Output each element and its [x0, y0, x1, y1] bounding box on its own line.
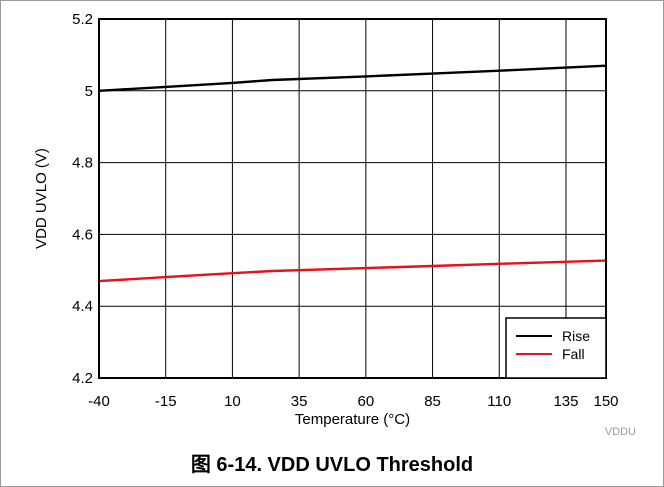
- y-axis-title: VDD UVLO (V): [33, 148, 50, 249]
- legend-label-rise: Rise: [562, 328, 590, 344]
- x-tick-label: 150: [593, 393, 618, 410]
- plot-area-border: [98, 18, 607, 379]
- x-tick-labels: -40 -15 10 35 60 85 110 135 150: [88, 393, 618, 410]
- x-axis-title: Temperature (°C): [295, 411, 410, 428]
- figure-caption: 图 6-14. VDD UVLO Threshold: [190, 454, 474, 476]
- x-tick-label: -40: [88, 393, 110, 410]
- series-line-fall: [98, 259, 607, 283]
- y-tick-label: 5.2: [72, 11, 93, 28]
- legend: Rise Fall: [505, 317, 607, 379]
- series-line-rise: [98, 64, 607, 92]
- figure-id-watermark: VDDU: [605, 426, 636, 438]
- y-tick-label: 4.6: [72, 226, 93, 243]
- legend-label-fall: Fall: [562, 346, 585, 362]
- x-tick-label: 110: [487, 393, 511, 410]
- legend-box: [505, 317, 607, 379]
- y-tick-label: 5: [85, 83, 93, 100]
- x-tick-label: 10: [224, 393, 241, 410]
- y-tick-label: 4.2: [72, 370, 93, 387]
- x-tick-label: 35: [291, 393, 308, 410]
- y-tick-labels: 4.2 4.4 4.6 4.8 5 5.2: [72, 11, 93, 387]
- x-tick-label: 135: [553, 393, 578, 410]
- series-lines: [98, 64, 607, 283]
- x-tick-label: 85: [424, 393, 441, 410]
- x-tick-label: 60: [357, 393, 374, 410]
- x-tick-label: -15: [155, 393, 177, 410]
- y-tick-label: 4.8: [72, 155, 93, 172]
- y-tick-label: 4.4: [72, 298, 93, 315]
